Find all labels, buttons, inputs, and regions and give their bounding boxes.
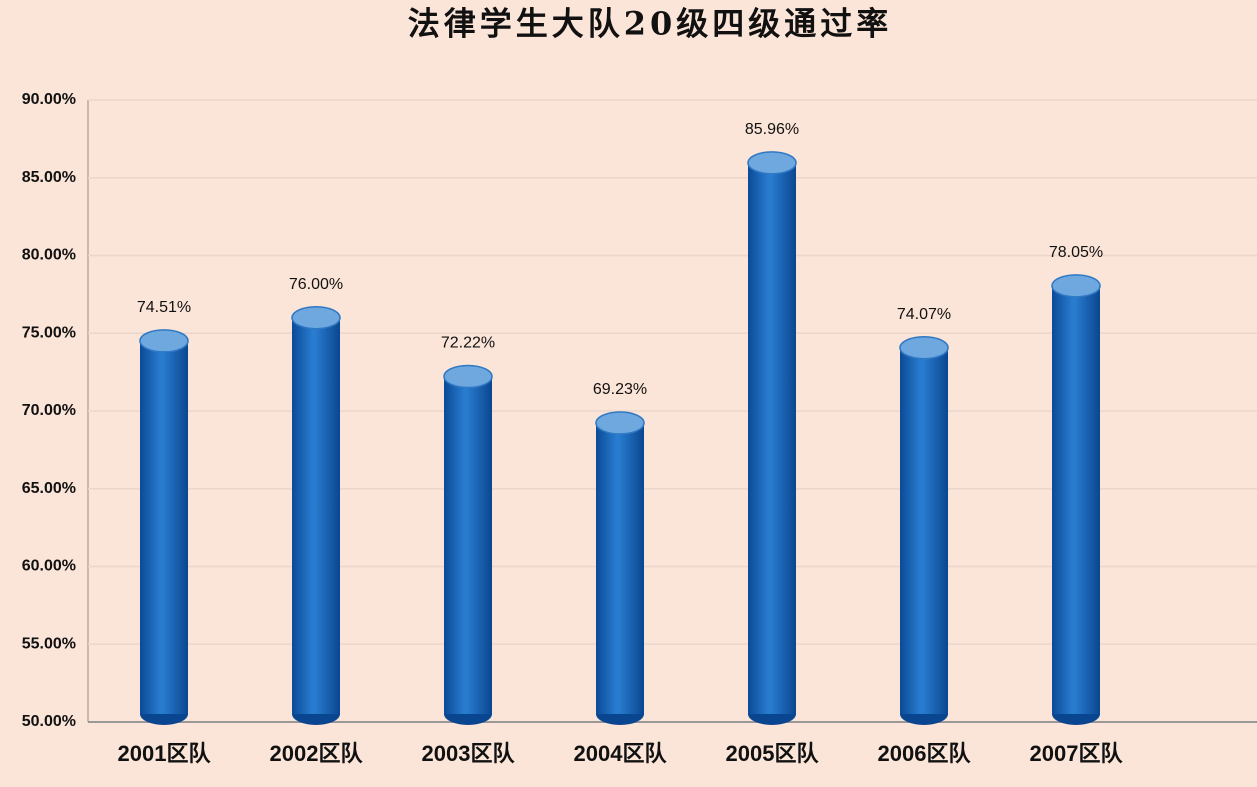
bar-body: [292, 317, 340, 714]
value-label: 85.96%: [745, 121, 799, 138]
value-label: 78.05%: [1049, 244, 1103, 261]
x-tick-label: 2004区队: [574, 741, 668, 766]
x-tick-label: 2007区队: [1030, 741, 1124, 766]
value-label: 72.22%: [441, 335, 495, 352]
x-tick-label: 2006区队: [878, 741, 972, 766]
bar-cap: [139, 329, 189, 353]
bar: [139, 329, 189, 725]
x-tick-label: 2005区队: [726, 741, 820, 766]
y-tick-label: 75.00%: [22, 324, 76, 341]
y-tick-label: 50.00%: [22, 713, 76, 730]
bar-body: [1052, 285, 1100, 714]
bar: [443, 364, 493, 725]
value-label: 76.00%: [289, 276, 343, 293]
bar-body: [748, 162, 796, 714]
bar-cap: [899, 335, 949, 360]
bar-body: [140, 340, 188, 714]
chart-title: 法律学生大队20级四级通过率: [408, 5, 893, 43]
y-tick-label: 60.00%: [22, 558, 76, 575]
value-label: 74.51%: [137, 299, 191, 316]
y-tick-label: 70.00%: [22, 402, 76, 419]
bar: [291, 305, 341, 725]
value-label: 69.23%: [593, 381, 647, 398]
bar: [747, 151, 797, 725]
x-tick-label: 2003区队: [422, 741, 516, 766]
bar-cap: [747, 151, 797, 175]
y-tick-label: 90.00%: [22, 91, 76, 108]
x-tick-label: 2001区队: [118, 741, 212, 766]
bar-cap: [1051, 274, 1101, 298]
y-tick-label: 80.00%: [22, 247, 76, 264]
bar-body: [900, 347, 948, 714]
bar-body: [444, 376, 492, 714]
y-tick-label: 65.00%: [22, 480, 76, 497]
bar-cap: [443, 364, 493, 389]
value-label: 74.07%: [897, 306, 951, 323]
y-tick-label: 55.00%: [22, 635, 76, 652]
bar: [899, 335, 949, 725]
bar-body: [596, 422, 644, 714]
bar-cap: [291, 305, 341, 330]
x-tick-label: 2002区队: [270, 741, 364, 766]
y-tick-label: 85.00%: [22, 169, 76, 186]
bar: [1051, 274, 1101, 725]
bar-cap: [595, 411, 645, 435]
bar: [595, 411, 645, 725]
